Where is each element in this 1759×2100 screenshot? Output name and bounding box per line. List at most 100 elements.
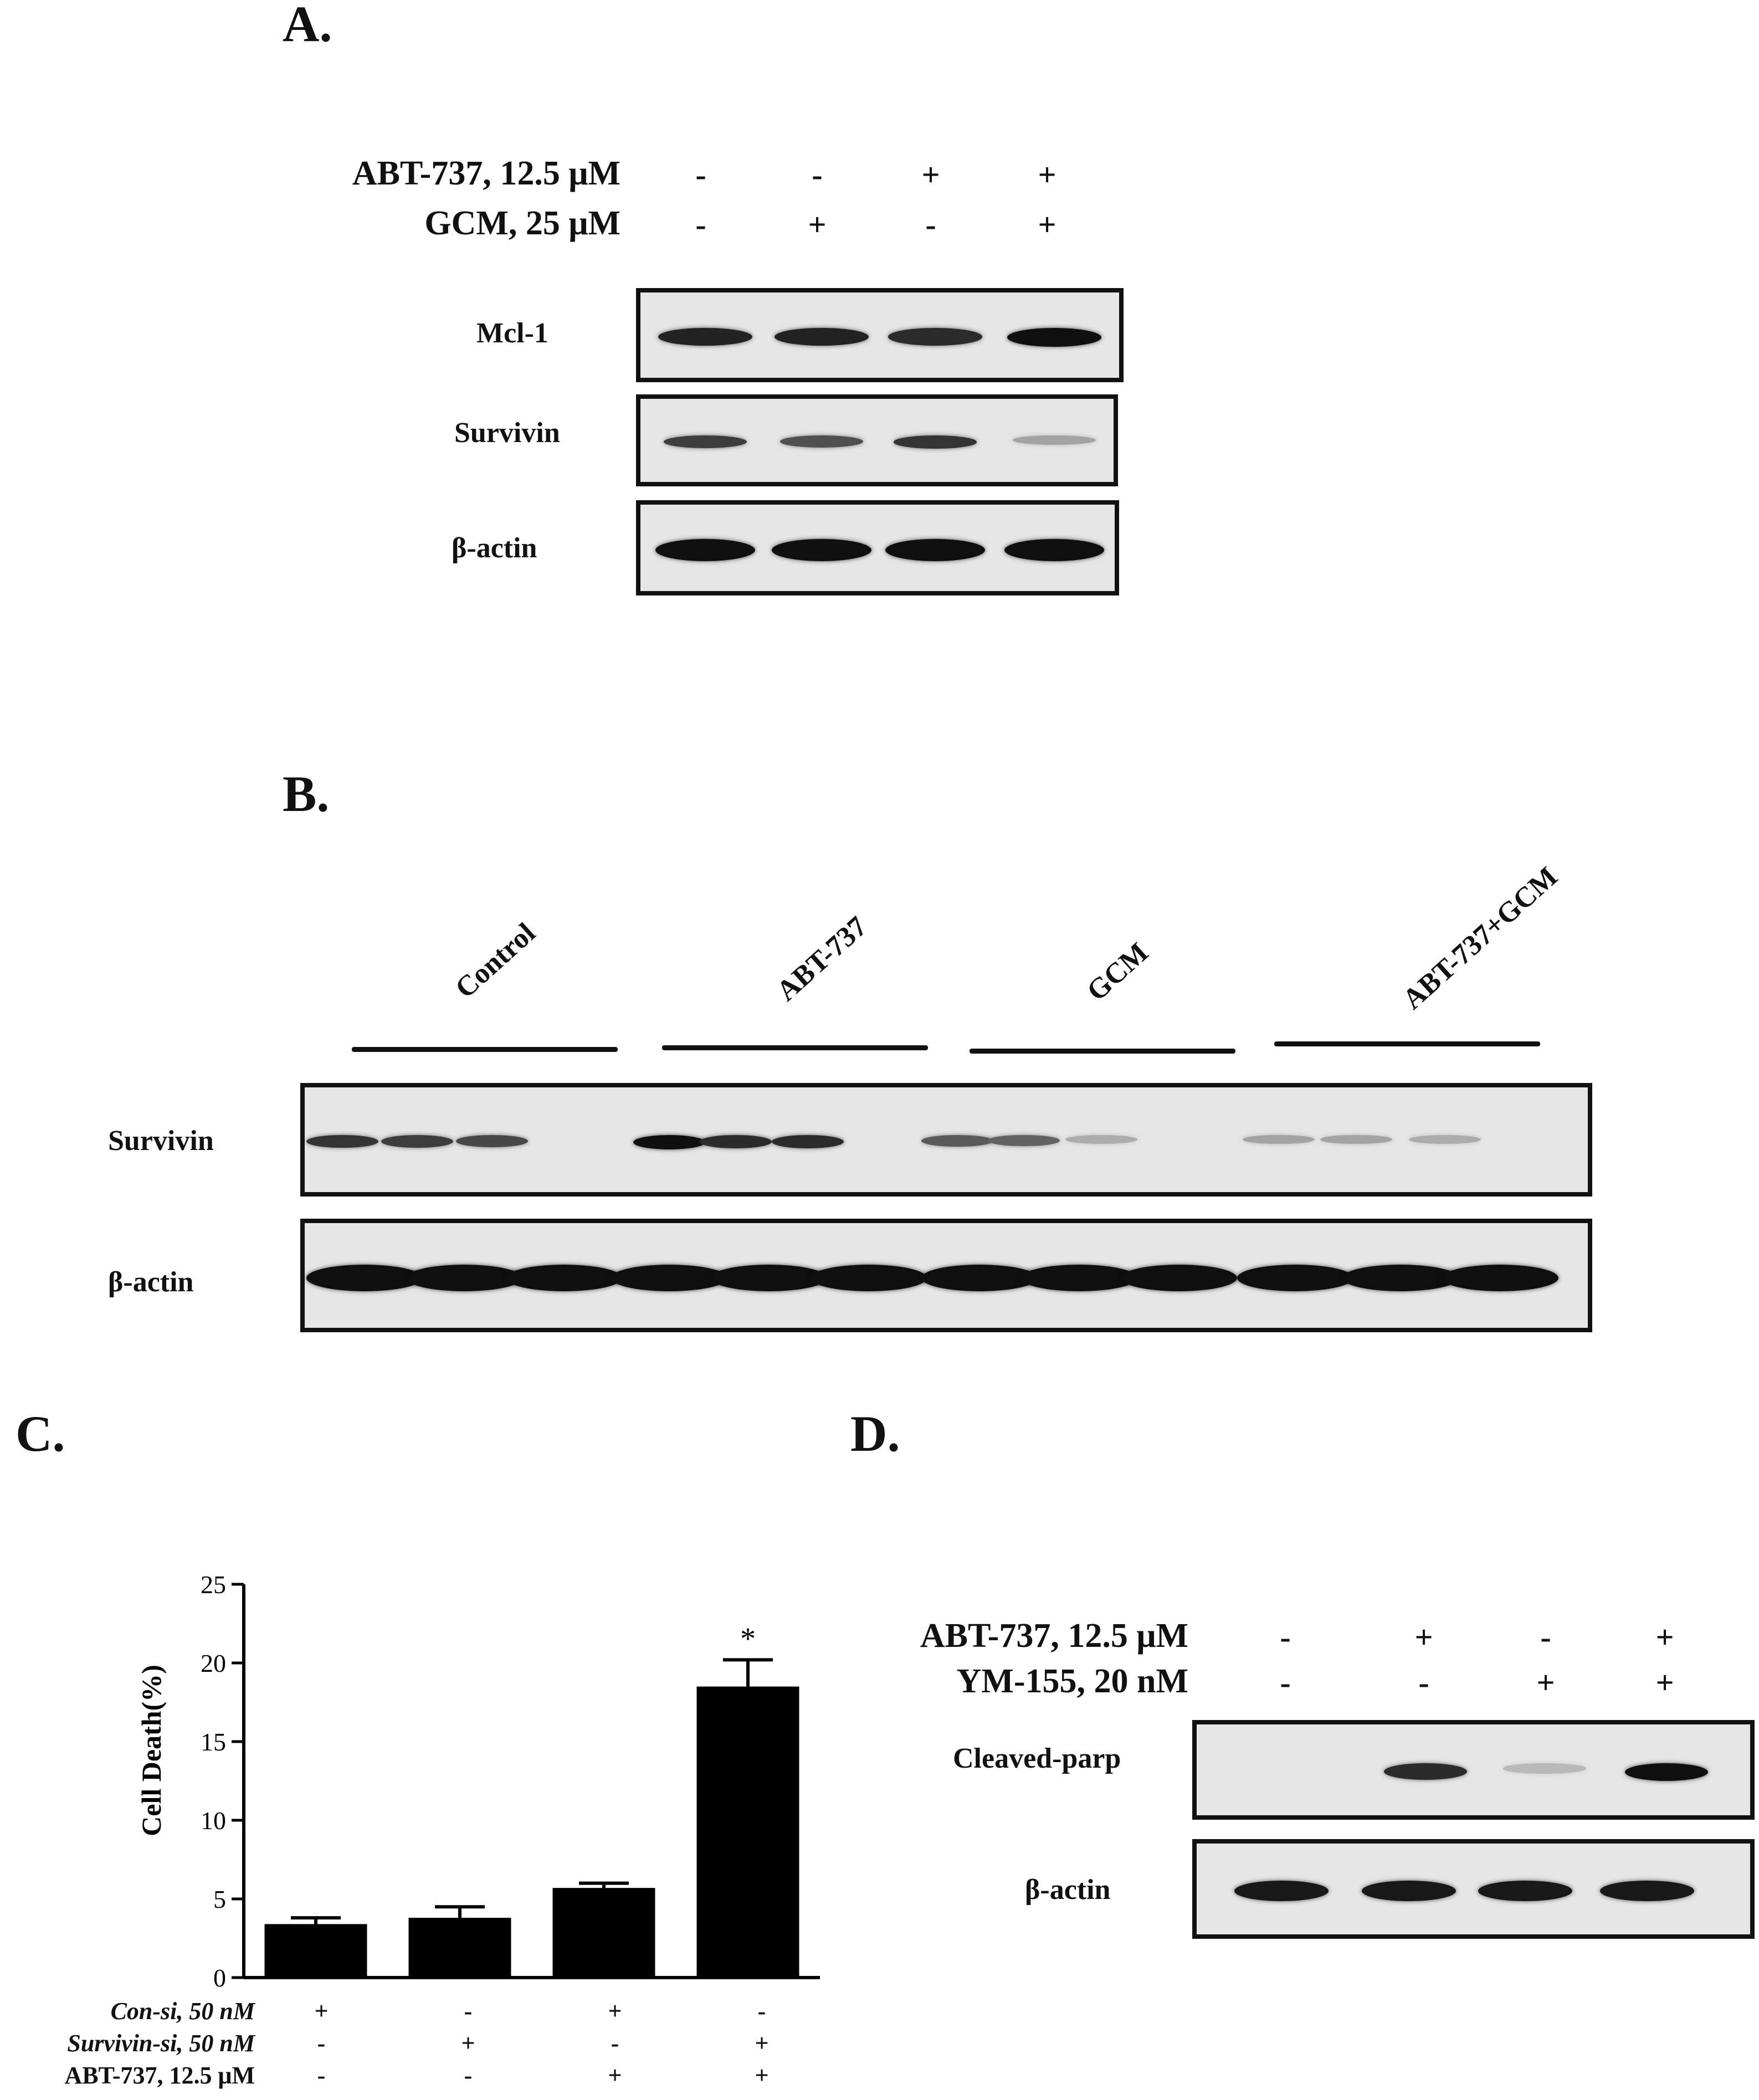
blot-band bbox=[772, 539, 871, 561]
panel-a-sign: + bbox=[808, 207, 827, 243]
panel-c-sign: + bbox=[755, 2030, 769, 2057]
blot-band bbox=[811, 1264, 927, 1291]
group-label-abt737: ABT-737 bbox=[771, 910, 874, 1008]
panel-c-letter: C. bbox=[16, 1405, 65, 1462]
western-blot-cleaved-parp bbox=[1192, 1720, 1755, 1820]
blot-label-mcl1: Mcl-1 bbox=[476, 317, 548, 349]
panel-c-sign: + bbox=[755, 2062, 769, 2089]
panel-b-letter: B. bbox=[283, 766, 330, 822]
blot-band bbox=[1342, 1264, 1459, 1291]
blot-band bbox=[1362, 1881, 1456, 1902]
bar bbox=[696, 1686, 799, 1978]
panel-d-letter: D. bbox=[850, 1405, 900, 1462]
panel-c-sign: - bbox=[317, 2030, 326, 2057]
panel-a-sign: - bbox=[695, 157, 706, 193]
panel-c-sign: - bbox=[611, 2030, 619, 2057]
blot-label-beta-actin: β-actin bbox=[1025, 1874, 1111, 1906]
blot-band bbox=[1013, 435, 1096, 445]
blot-band bbox=[1121, 1264, 1237, 1291]
blot-band bbox=[1478, 1881, 1572, 1902]
y-tick-label: 0 bbox=[213, 1964, 226, 1992]
panel-c-sign: + bbox=[461, 2030, 475, 2057]
blot-label-survivin: Survivin bbox=[108, 1125, 214, 1157]
blot-band bbox=[1625, 1763, 1708, 1781]
group-underline bbox=[970, 1049, 1235, 1054]
blot-band bbox=[780, 435, 863, 448]
blot-band bbox=[1234, 1881, 1329, 1902]
western-blot-beta-actin-triplicate bbox=[300, 1219, 1592, 1332]
western-blot-beta-actin bbox=[636, 500, 1119, 595]
panel-d-treatment-label: ABT-737, 12.5 μM bbox=[920, 1617, 1188, 1655]
panel-c-sign: - bbox=[757, 1998, 766, 2025]
cell-death-bar-chart: 0 5 10 15 20 25 * Cell Death(%) bbox=[136, 1570, 820, 1992]
panel-c-sign: - bbox=[317, 2062, 326, 2089]
blot-band bbox=[655, 539, 755, 561]
panel-d-sign: - bbox=[1418, 1665, 1429, 1701]
western-blot-beta-actin bbox=[1192, 1839, 1755, 1939]
y-tick-label: 20 bbox=[201, 1649, 226, 1677]
panel-d-sign: + bbox=[1655, 1665, 1674, 1701]
panel-a-sign: + bbox=[1038, 157, 1057, 193]
blot-band bbox=[506, 1264, 622, 1291]
panel-d-sign: - bbox=[1540, 1619, 1551, 1655]
group-underline bbox=[352, 1047, 618, 1052]
blot-band bbox=[1384, 1763, 1467, 1780]
y-tick-label: 10 bbox=[201, 1806, 226, 1835]
panel-a-sign: - bbox=[812, 157, 823, 193]
group-label-abt737-gcm: ABT-737+GCM bbox=[1397, 860, 1564, 1016]
blot-band bbox=[711, 1264, 827, 1291]
significance-annotation: * bbox=[740, 1621, 756, 1656]
blot-band bbox=[894, 435, 977, 449]
blot-label-beta-actin: β-actin bbox=[452, 532, 537, 564]
blot-band bbox=[406, 1264, 522, 1291]
blot-band bbox=[921, 1134, 993, 1147]
western-blot-survivin bbox=[636, 394, 1118, 486]
panel-a-sign: + bbox=[921, 157, 940, 193]
panel-c-sign: - bbox=[464, 1998, 473, 2025]
western-blot-mcl1 bbox=[636, 288, 1124, 382]
panel-d-sign: + bbox=[1414, 1619, 1433, 1655]
blot-band bbox=[1065, 1134, 1137, 1144]
panel-a-letter: A. bbox=[283, 0, 332, 52]
blot-band bbox=[700, 1134, 772, 1148]
blot-band bbox=[772, 1134, 844, 1148]
blot-band bbox=[1007, 328, 1101, 347]
bar bbox=[552, 1888, 655, 1978]
western-blot-survivin-triplicate bbox=[300, 1083, 1592, 1197]
panel-a-sign: - bbox=[695, 207, 706, 243]
y-tick-label: 25 bbox=[201, 1570, 226, 1599]
blot-band bbox=[1320, 1134, 1392, 1144]
blot-band bbox=[1021, 1264, 1137, 1291]
blot-band bbox=[381, 1134, 453, 1148]
panel-c-sign: - bbox=[464, 2062, 473, 2089]
panel-a-sign: + bbox=[1038, 207, 1057, 243]
bar bbox=[408, 1918, 511, 1978]
blot-band bbox=[988, 1134, 1060, 1147]
blot-label-beta-actin: β-actin bbox=[108, 1266, 194, 1298]
panel-d-sign: - bbox=[1280, 1665, 1291, 1701]
blot-label-survivin: Survivin bbox=[454, 417, 560, 449]
blot-band bbox=[658, 328, 752, 346]
panel-c-treatment-label: Con-si, 50 nM bbox=[110, 1998, 255, 2025]
blot-band bbox=[885, 539, 985, 561]
panel-c-treatment-label: Survivin-si, 50 nM bbox=[67, 2030, 255, 2057]
panel-d-sign: - bbox=[1280, 1619, 1291, 1655]
panel-d-sign: + bbox=[1655, 1619, 1674, 1655]
y-tick-label: 15 bbox=[201, 1728, 226, 1756]
panel-c-sign: + bbox=[314, 1998, 329, 2025]
blot-band bbox=[1503, 1763, 1586, 1774]
panel-c-sign: + bbox=[608, 2062, 622, 2089]
panel-a-sign: - bbox=[925, 207, 936, 243]
y-axis-label: Cell Death(%) bbox=[136, 1665, 167, 1836]
blot-label-cleaved-parp: Cleaved-parp bbox=[953, 1743, 1121, 1774]
blot-band bbox=[664, 435, 747, 449]
blot-band bbox=[1237, 1264, 1353, 1291]
blot-band bbox=[1243, 1134, 1315, 1144]
blot-band bbox=[1409, 1134, 1481, 1144]
blot-band bbox=[633, 1134, 705, 1149]
blot-band bbox=[1442, 1264, 1558, 1291]
panel-d-treatment-label: YM-155, 20 nM bbox=[956, 1662, 1188, 1700]
blot-band bbox=[306, 1134, 378, 1148]
group-label-control: Control bbox=[449, 917, 542, 1005]
panel-c-treatment-label: ABT-737, 12.5 μM bbox=[64, 2062, 255, 2089]
